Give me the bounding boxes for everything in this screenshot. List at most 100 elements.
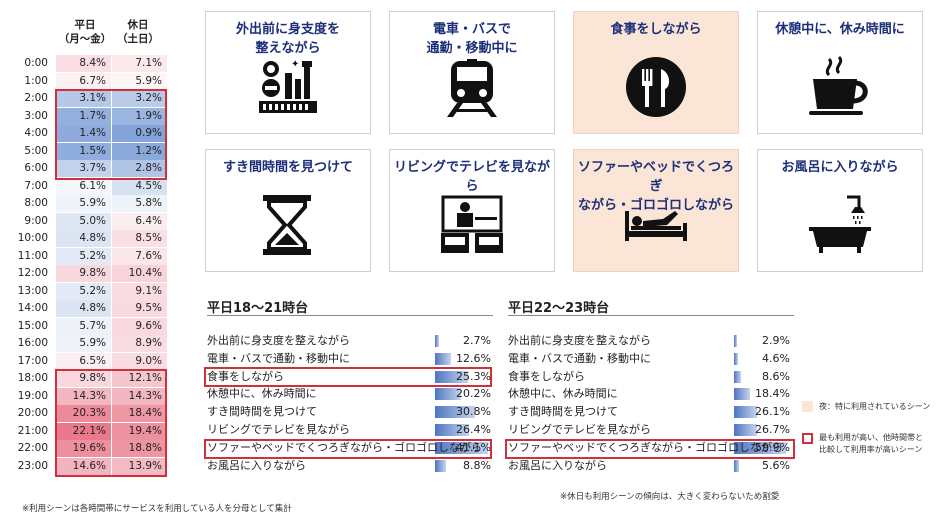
- scene-card: 食事をしながら: [573, 11, 739, 134]
- scene-card-title-line: ソファーやベッドでくつろぎ: [577, 160, 734, 194]
- weekend-rate-cell: 8.9%: [112, 335, 167, 352]
- weekday-rate-cell: 6.1%: [56, 177, 111, 195]
- weekend-rate-cell: 6.4%: [112, 212, 167, 230]
- list2-sofa-frame: [505, 439, 795, 459]
- usage-bar: [734, 388, 750, 401]
- weekend-rate-cell: 19.4%: [112, 422, 167, 440]
- hour-row: 2:00 3.1% 3.2%: [16, 90, 167, 108]
- weekday-rate-cell: 20.3%: [56, 405, 111, 422]
- usage-bar: [435, 335, 439, 347]
- usage-bar: [435, 459, 447, 472]
- usage-percent: 26.7%: [755, 423, 790, 436]
- weekday-rate-cell: 5.9%: [56, 335, 111, 352]
- hour-row: 23:00 14.6% 13.9%: [16, 457, 167, 476]
- scene-card-title: 外出前に身支度を 整えながら: [206, 20, 370, 58]
- usage-bar: [435, 352, 452, 365]
- usage-row: お風呂に入りながら 8.8%: [207, 458, 495, 474]
- hour-label: 0:00: [24, 57, 48, 69]
- train-icon: [439, 55, 505, 123]
- hour-row: 22:00 19.6% 18.8%: [16, 440, 167, 458]
- hour-row: 18:00 9.8% 12.1%: [16, 370, 167, 388]
- hour-label: 11:00: [17, 249, 48, 262]
- scene-card-title-line: お風呂に入りながら: [781, 160, 899, 175]
- weekday-rate-cell: 22.1%: [56, 422, 111, 440]
- hour-label: 17:00: [17, 354, 48, 367]
- weekday-rate-cell: 5.0%: [56, 212, 111, 230]
- hour-label: 6:00: [24, 162, 48, 174]
- scene-card-title: すき間時間を見つけて: [206, 158, 370, 177]
- usage-bar: [734, 441, 787, 454]
- weekend-rate-cell: 1.2%: [112, 142, 167, 160]
- weekend-rate-cell: 18.8%: [112, 440, 167, 457]
- usage-section-underline: [207, 315, 493, 316]
- weekend-header-label: 休日: [127, 19, 149, 31]
- usage-label: お風呂に入りながら: [207, 458, 306, 472]
- hour-label: 19:00: [17, 389, 48, 402]
- weekday-rate-cell: 9.8%: [56, 265, 111, 282]
- usage-row: 電車・バスで通勤・移動中に 4.6%: [508, 351, 794, 367]
- weekend-rate-cell: 18.4%: [112, 405, 167, 422]
- usage-label: 電車・バスで通勤・移動中に: [508, 351, 651, 365]
- hour-row: 0:00 8.4% 7.1%: [16, 55, 167, 73]
- hour-row: 6:00 3.7% 2.8%: [16, 160, 167, 178]
- weekday-rate-cell: 4.8%: [56, 300, 111, 317]
- hour-label: 2:00: [24, 92, 48, 104]
- scene-card: ソファーやベッドでくつろぎ ながら・ゴロゴロしながら: [573, 149, 739, 272]
- usage-bar: [435, 424, 470, 436]
- legend-red-swatch: [802, 433, 813, 444]
- usage-section-underline: [508, 315, 794, 316]
- weekend-rate-cell: 9.6%: [112, 317, 167, 335]
- scene-card-title: リビングでテレビを見ながら: [390, 158, 554, 196]
- weekday-rate-cell: 6.7%: [56, 72, 111, 90]
- svg-text:✦: ✦: [291, 59, 299, 70]
- hour-row: 11:00 5.2% 7.6%: [16, 247, 167, 266]
- weekend-rate-cell: 5.9%: [112, 72, 167, 90]
- hour-row: 3:00 1.7% 1.9%: [16, 107, 167, 126]
- hour-label: 10:00: [17, 232, 48, 244]
- usage-label: リビングでテレビを見ながら: [207, 423, 350, 436]
- weekday-rate-cell: 5.2%: [56, 282, 111, 300]
- hour-row: 15:00 5.7% 9.6%: [16, 317, 167, 336]
- hour-row: 20:00 20.3% 18.4%: [16, 405, 167, 423]
- makeup-icon: ✦: [255, 55, 321, 123]
- hour-row: 13:00 5.2% 9.1%: [16, 282, 167, 301]
- night-low-highlight-frame: [55, 89, 167, 180]
- evening-peak-highlight-frame: [55, 369, 167, 477]
- hour-row: 21:00 22.1% 19.4%: [16, 422, 167, 441]
- usage-label: 外出前に身支度を整えながら: [508, 334, 651, 347]
- usage-bar: [734, 352, 738, 365]
- usage-percent: 30.8%: [456, 405, 491, 419]
- weekday-rate-cell: 14.3%: [56, 387, 111, 405]
- usage-percent: 4.6%: [762, 351, 790, 365]
- usage-row: 電車・バスで通勤・移動中に 12.6%: [207, 351, 495, 367]
- usage-percent: 59.9%: [755, 440, 790, 454]
- usage-percent: 26.1%: [755, 405, 790, 419]
- hour-label: 4:00: [24, 127, 48, 139]
- weekday-rate-cell: 1.7%: [56, 107, 111, 125]
- usage-bar: [435, 370, 468, 383]
- hour-row: 14:00 4.8% 9.5%: [16, 300, 167, 318]
- usage-label: 食事をしながら: [207, 369, 284, 383]
- usage-label: 休憩中に、休み時間に: [508, 387, 618, 401]
- usage-row: ソファーやベッドでくつろぎながら・ゴロゴロしながら 59.9%: [508, 440, 794, 456]
- usage-row: すき間時間を見つけて 30.8%: [207, 404, 495, 420]
- weekday-header: 平日 （月～金）: [55, 18, 115, 46]
- usage-percent: 2.7%: [463, 334, 491, 347]
- usage-row: リビングでテレビを見ながら 26.4%: [207, 422, 495, 438]
- legend-night-text: 夜：特に利用されているシーン: [819, 402, 931, 411]
- usage-row: 外出前に身支度を整えながら 2.9%: [508, 333, 794, 349]
- hour-label: 7:00: [24, 179, 48, 192]
- hour-row: 4:00 1.4% 0.9%: [16, 125, 167, 143]
- hour-label: 22:00: [17, 442, 48, 454]
- scene-card-title-line: リビングでテレビを見ながら: [393, 160, 550, 194]
- usage-label: ソファーやベッドでくつろぎながら・ゴロゴロしながら: [207, 440, 482, 454]
- weekend-rate-cell: 10.4%: [112, 265, 167, 282]
- hour-label: 18:00: [17, 372, 48, 384]
- scene-card-title: 休憩中に、休み時間に: [758, 20, 922, 39]
- weekend-rate-cell: 13.9%: [112, 457, 167, 475]
- weekday-rate-cell: 9.8%: [56, 370, 111, 387]
- usage-label: すき間時間を見つけて: [207, 405, 317, 419]
- hour-row: 5:00 1.5% 1.2%: [16, 142, 167, 161]
- usage-bar: [734, 459, 739, 472]
- usage-label: 休憩中に、休み時間に: [207, 387, 317, 401]
